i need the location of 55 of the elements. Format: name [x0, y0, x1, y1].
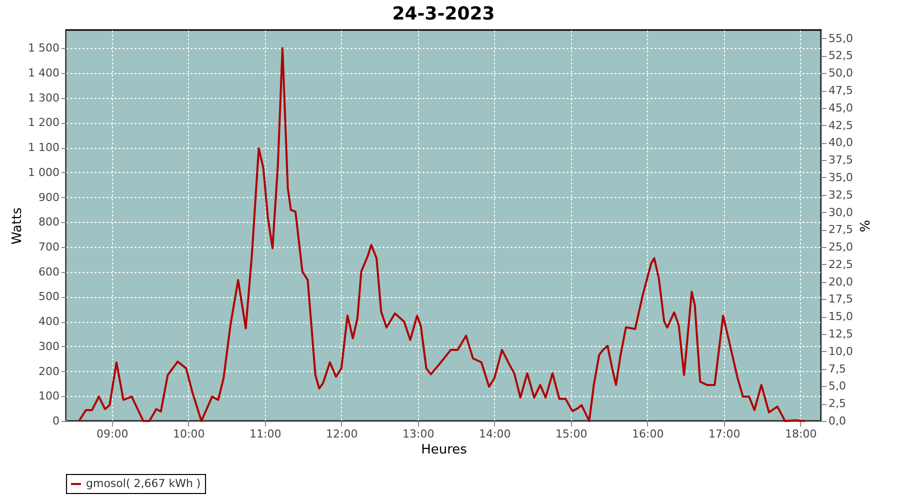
- y-tick-label: 100: [38, 390, 60, 403]
- legend-label: gmosol( 2,667 kWh ): [86, 477, 201, 490]
- y2-tick-label: 40,0: [828, 136, 853, 150]
- y2-tick-label: 47,5: [828, 84, 853, 98]
- y-tick-label: 600: [38, 265, 60, 278]
- line-series: [78, 47, 806, 422]
- y2-tick-label: 27,5: [828, 223, 853, 236]
- x-tick-label: 16:00: [632, 428, 664, 440]
- y2-tick-label: 32,5: [828, 188, 853, 202]
- y2-tick-label: 45,0: [828, 101, 853, 114]
- y2-tick-label: 0,0: [828, 414, 846, 428]
- y-tick-label: 800: [38, 216, 60, 229]
- y2-tick-label: 55,0: [828, 32, 853, 45]
- y-tick-label: 1 400: [28, 66, 60, 80]
- x-tick-label: 18:00: [784, 428, 817, 440]
- y-tick-label: 500: [38, 290, 60, 304]
- y2-tick-label: 42,5: [828, 118, 853, 132]
- y-tick-label: 200: [38, 364, 60, 378]
- y2-tick-label: 2,5: [828, 397, 846, 410]
- y2-tick-label: 50,0: [828, 66, 853, 80]
- x-tick-label: 09:00: [96, 428, 128, 440]
- chart-title: 24-3-2023: [392, 3, 495, 24]
- x-tick-label: 12:00: [326, 428, 358, 440]
- y-tick-label: 700: [38, 240, 60, 254]
- y2-tick-label: 7,5: [828, 362, 846, 376]
- y2-tick-label: 35,0: [828, 170, 853, 184]
- y-tick-label: 1 200: [28, 116, 60, 130]
- y2-axis-title: %: [856, 220, 871, 232]
- y2-tick-label: 12,5: [828, 328, 853, 341]
- y2-tick-label: 37,5: [828, 154, 853, 167]
- y2-tick-label: 15,0: [828, 310, 853, 324]
- y-tick-label: 1 500: [28, 42, 60, 55]
- y2-tick-label: 25,0: [828, 240, 853, 254]
- y-tick-label: 1 300: [28, 91, 60, 104]
- x-tick-label: 10:00: [173, 428, 205, 440]
- y-axis-title: Watts: [10, 207, 26, 244]
- y-tick-label: 300: [38, 340, 60, 353]
- y-tick-label: 1 100: [28, 141, 60, 154]
- x-axis-title: Heures: [421, 442, 468, 458]
- y2-tick-label: 22,5: [828, 258, 853, 271]
- y-tick-label: 1 000: [28, 166, 60, 179]
- x-tick-label: 15:00: [556, 428, 588, 440]
- x-tick-label: 17:00: [708, 428, 740, 440]
- y2-tick-label: 10,0: [828, 344, 853, 358]
- y-tick-label: 900: [38, 190, 60, 204]
- x-tick-label: 13:00: [402, 428, 434, 440]
- y2-tick-label: 20,0: [828, 275, 853, 288]
- y2-tick-label: 30,0: [828, 206, 853, 219]
- y-tick-label: 400: [38, 315, 60, 328]
- y2-tick-label: 17,5: [828, 292, 853, 306]
- y2-tick-label: 5,0: [828, 380, 846, 393]
- x-tick-label: 11:00: [250, 428, 282, 440]
- y2-tick-label: 52,5: [828, 49, 853, 62]
- y-tick-label: 0: [52, 414, 60, 428]
- x-tick-label: 14:00: [479, 428, 511, 440]
